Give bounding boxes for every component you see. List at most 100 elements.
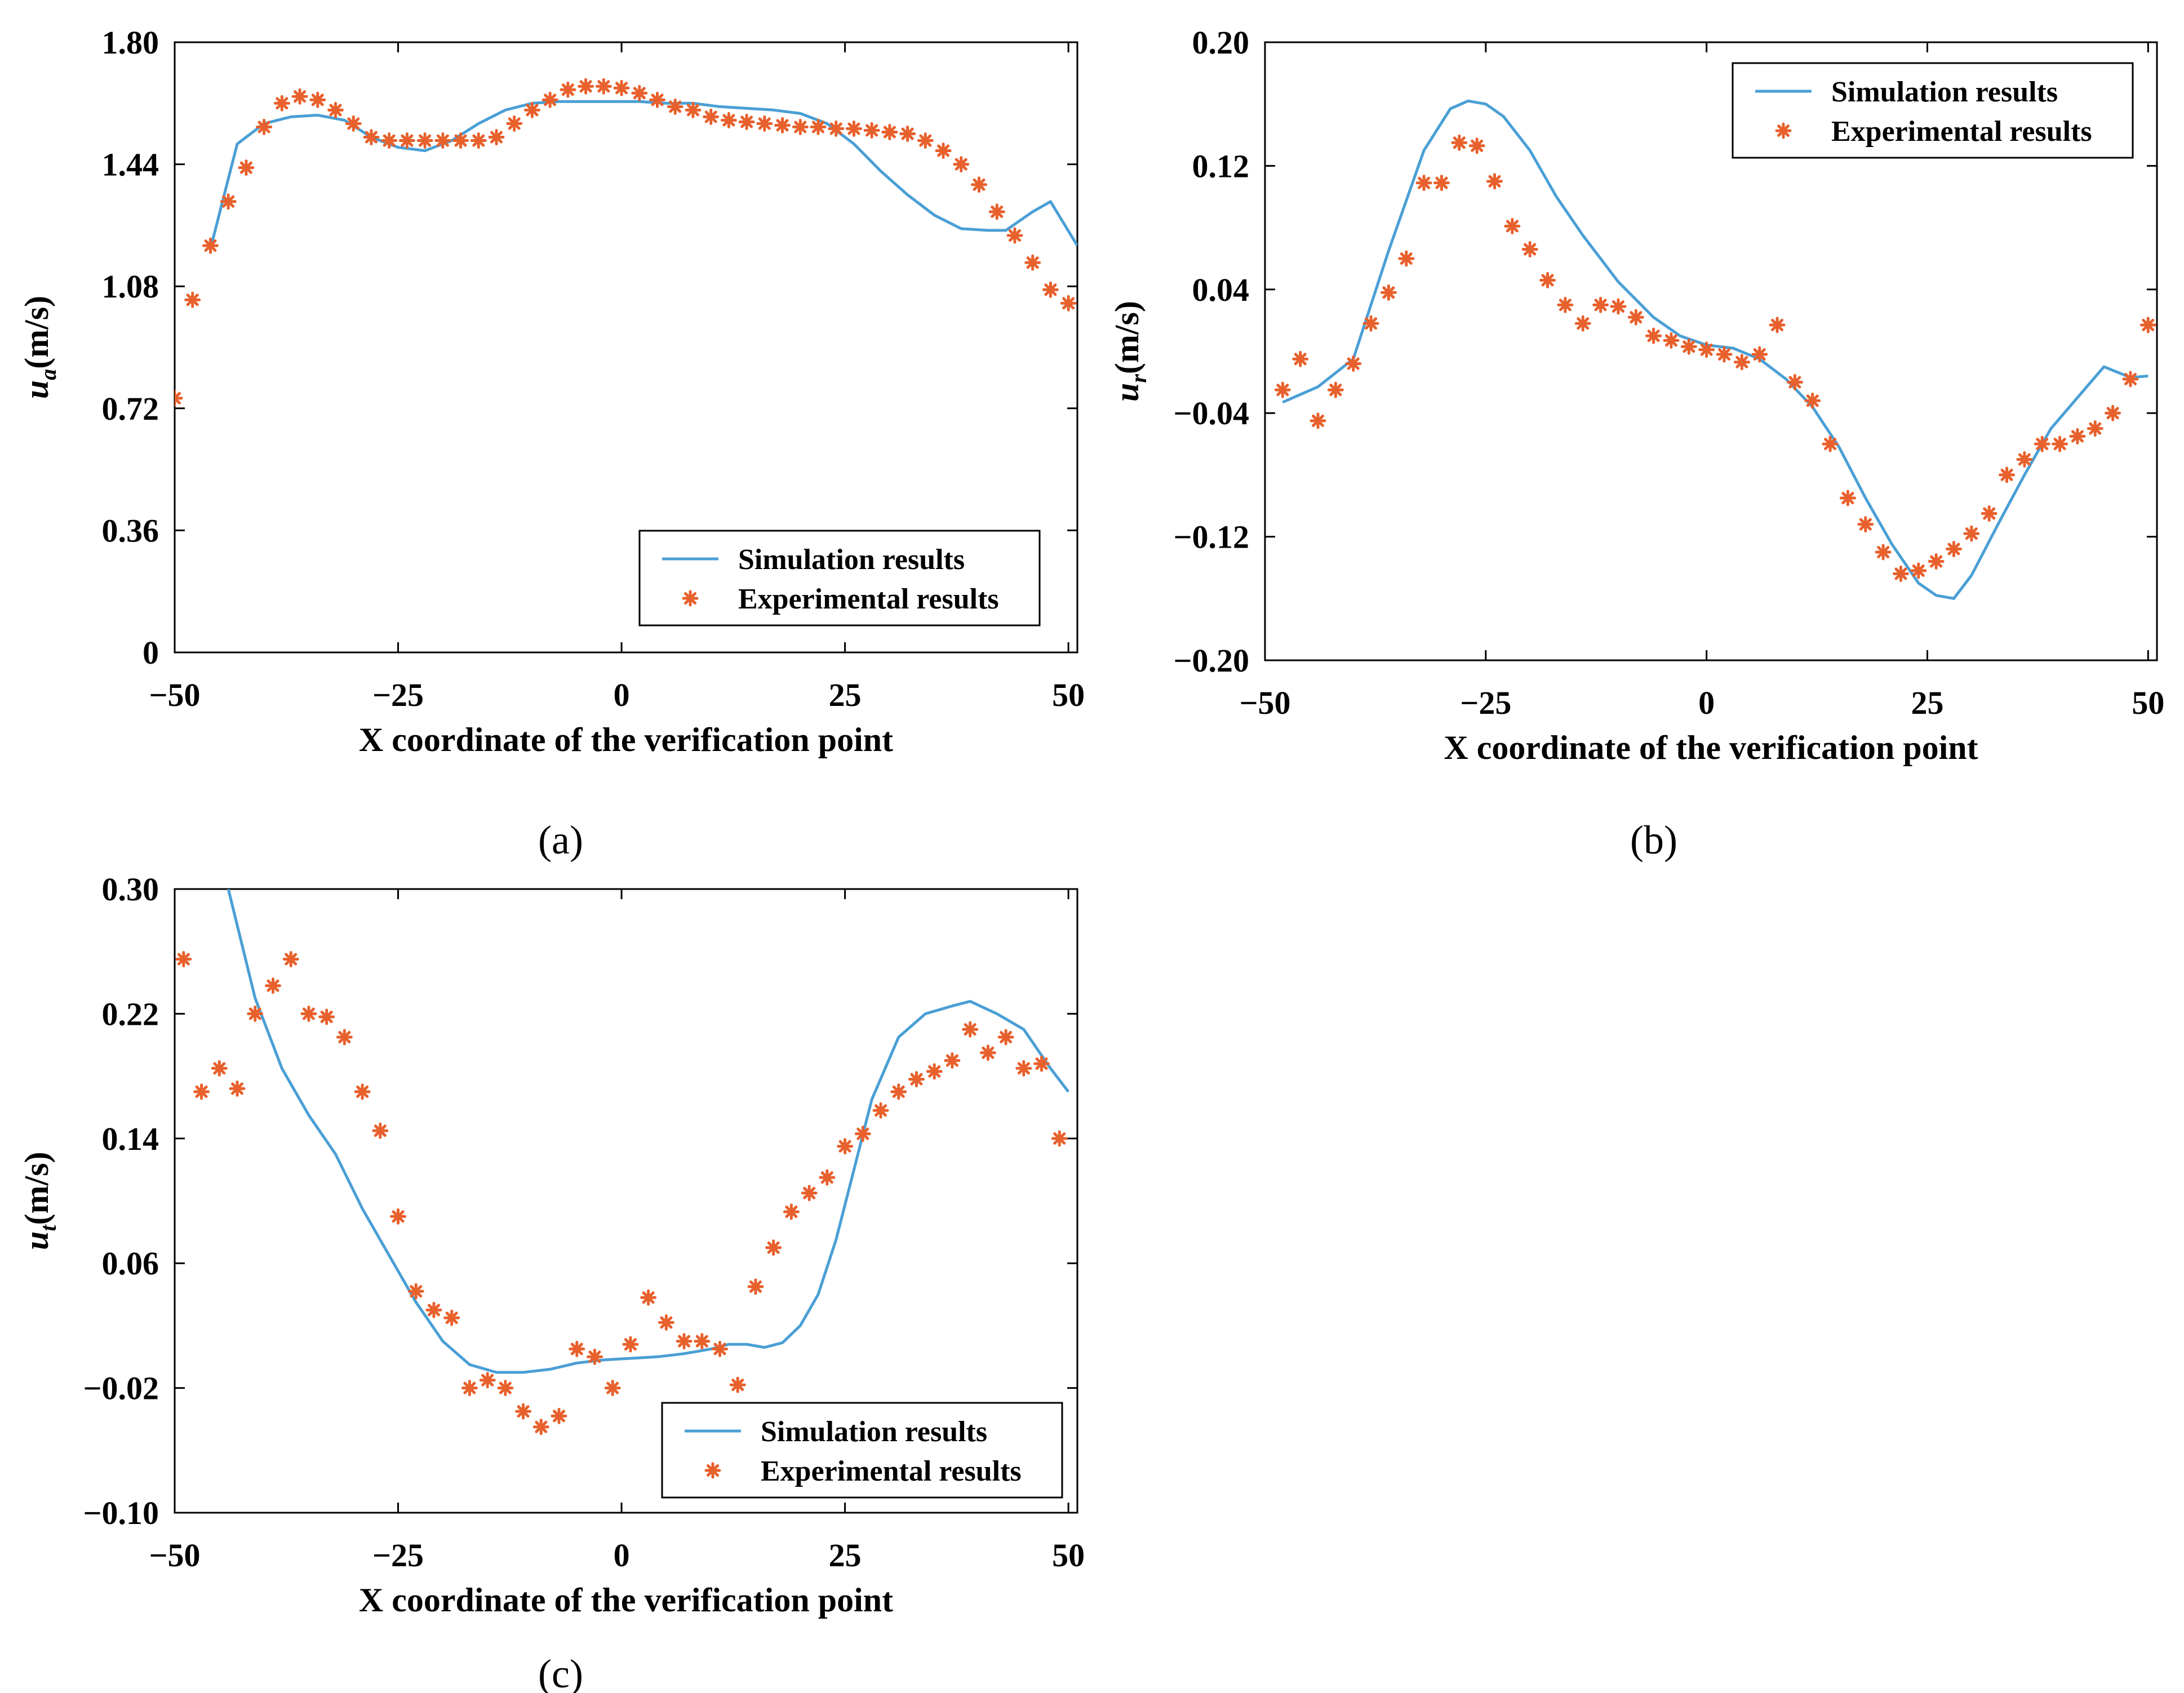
marker-stroke bbox=[1577, 317, 1590, 330]
marker-stroke bbox=[695, 1335, 708, 1348]
y-axis-label-subscript: a bbox=[35, 369, 61, 380]
y-axis-label-subscript: r bbox=[1126, 374, 1151, 383]
marker-stroke bbox=[535, 1420, 548, 1433]
marker-stroke bbox=[1312, 414, 1325, 427]
marker-stroke bbox=[758, 117, 771, 130]
y-tick-label: 1.80 bbox=[102, 24, 159, 61]
experimental-data-point bbox=[1309, 412, 1326, 429]
marker-stroke bbox=[651, 94, 664, 106]
experimental-data-point bbox=[1786, 374, 1803, 390]
experimental-data-point bbox=[765, 1239, 782, 1256]
marker-stroke bbox=[1824, 438, 1837, 451]
experimental-data-point bbox=[1663, 332, 1680, 349]
marker-stroke bbox=[2071, 430, 2084, 443]
x-tick-label: −25 bbox=[372, 677, 424, 713]
simulation-series-line bbox=[227, 889, 1070, 1374]
marker-stroke bbox=[1471, 139, 1484, 152]
experimental-data-point bbox=[1716, 346, 1733, 363]
marker-stroke bbox=[2000, 468, 2013, 481]
y-tick-label: 1.08 bbox=[102, 268, 159, 305]
experimental-data-point bbox=[1024, 254, 1041, 271]
marker-stroke bbox=[707, 1464, 719, 1477]
marker-stroke bbox=[955, 158, 967, 171]
marker-stroke bbox=[794, 121, 807, 134]
marker-stroke bbox=[1735, 356, 1748, 368]
marker-stroke bbox=[1683, 340, 1695, 353]
x-tick-label: −25 bbox=[1460, 685, 1511, 721]
experimental-data-point bbox=[854, 1125, 871, 1142]
marker-stroke bbox=[175, 392, 181, 401]
marker-stroke bbox=[1418, 176, 1431, 189]
experimental-data-point bbox=[747, 1278, 764, 1295]
experimental-data-point bbox=[801, 1185, 818, 1202]
y-tick-label: −0.04 bbox=[1173, 395, 1249, 432]
experimental-data-point bbox=[1592, 296, 1609, 313]
experimental-data-point bbox=[220, 193, 237, 210]
marker-stroke bbox=[1806, 394, 1819, 407]
marker-stroke bbox=[1008, 229, 1021, 242]
marker-stroke bbox=[508, 117, 521, 130]
legend-marker-swatch bbox=[682, 590, 699, 607]
marker-stroke bbox=[463, 1381, 476, 1394]
experimental-data-point bbox=[202, 237, 219, 254]
marker-stroke bbox=[1017, 1062, 1030, 1075]
simulation-series-line bbox=[1282, 99, 2149, 600]
marker-stroke bbox=[991, 205, 1004, 218]
y-axis-label-unit: (m/s) bbox=[18, 296, 55, 369]
marker-stroke bbox=[1947, 543, 1960, 556]
experimental-data-point bbox=[175, 951, 192, 968]
experimental-data-point bbox=[810, 118, 827, 135]
experimental-data-point bbox=[497, 1380, 514, 1397]
marker-stroke bbox=[472, 134, 485, 147]
marker-stroke bbox=[776, 119, 789, 132]
experimental-data-point bbox=[345, 115, 362, 132]
experimental-data-point bbox=[1006, 227, 1023, 244]
experimental-data-point bbox=[756, 115, 773, 132]
experimental-data-point bbox=[1345, 355, 1362, 372]
marker-stroke bbox=[410, 1285, 423, 1298]
experimental-data-point bbox=[318, 1008, 335, 1025]
marker-stroke bbox=[973, 178, 986, 191]
experimental-data-point bbox=[935, 143, 952, 159]
marker-stroke bbox=[1877, 546, 1890, 559]
marker-stroke bbox=[829, 122, 842, 135]
marker-stroke bbox=[1612, 300, 1624, 313]
experimental-data-point bbox=[881, 123, 898, 140]
marker-stroke bbox=[1541, 274, 1554, 287]
experimental-data-point bbox=[676, 1333, 693, 1350]
marker-stroke bbox=[812, 121, 825, 134]
experimental-data-point bbox=[1521, 241, 1538, 257]
legend-marker-swatch bbox=[704, 1462, 721, 1479]
experimental-data-point bbox=[1928, 553, 1945, 570]
plot-area bbox=[175, 889, 1070, 1436]
legend-box bbox=[1732, 62, 2134, 159]
experimental-data-point bbox=[515, 1403, 532, 1420]
experimental-data-point bbox=[819, 1169, 836, 1186]
marker-stroke bbox=[713, 1343, 726, 1356]
marker-stroke bbox=[1365, 317, 1378, 330]
x-axis-label: X coordinate of the verification point bbox=[359, 721, 893, 758]
plot-frame bbox=[174, 888, 1078, 1514]
marker-stroke bbox=[740, 115, 753, 128]
experimental-data-point bbox=[1051, 1130, 1068, 1147]
marker-stroke bbox=[579, 80, 592, 93]
experimental-data-point bbox=[1380, 284, 1397, 301]
experimental-data-point bbox=[1875, 544, 1892, 561]
marker-stroke bbox=[919, 134, 932, 147]
experimental-data-point bbox=[1822, 436, 1839, 452]
experimental-data-point bbox=[523, 101, 540, 118]
marker-stroke bbox=[660, 1316, 673, 1329]
experimental-data-point bbox=[962, 1021, 979, 1038]
experimental-data-point bbox=[997, 1029, 1014, 1046]
marker-stroke bbox=[401, 134, 414, 147]
experimental-data-point bbox=[551, 1407, 567, 1424]
marker-stroke bbox=[1000, 1030, 1013, 1043]
y-axis-label: ut(m/s) bbox=[18, 1152, 61, 1250]
marker-stroke bbox=[937, 144, 950, 157]
x-axis-label: X coordinate of the verification point bbox=[1444, 729, 1978, 766]
marker-stroke bbox=[239, 161, 252, 174]
marker-stroke bbox=[1718, 348, 1730, 361]
y-tick-label: 0.14 bbox=[102, 1121, 159, 1157]
marker-stroke bbox=[1777, 125, 1790, 137]
